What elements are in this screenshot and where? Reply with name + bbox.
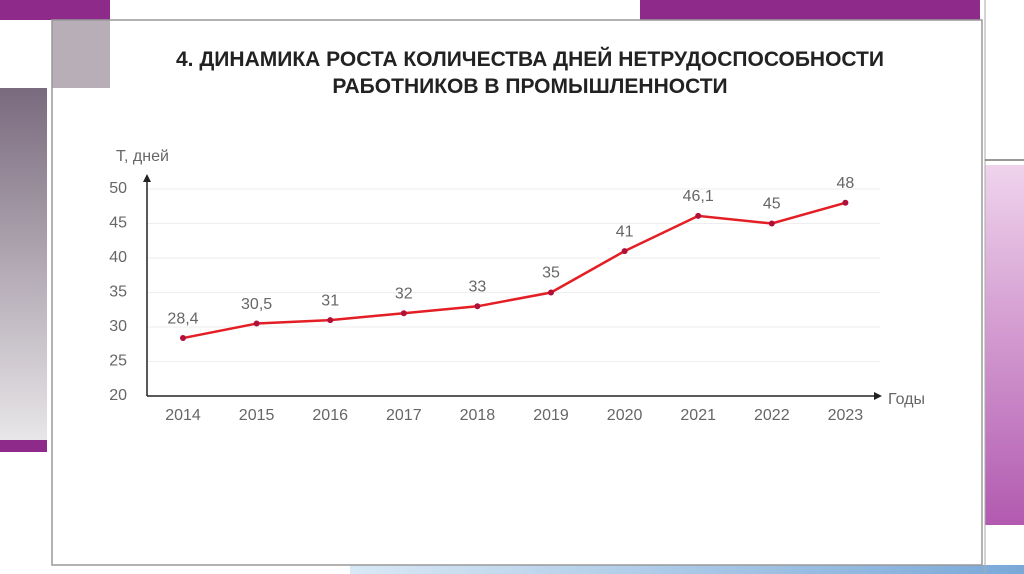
point	[842, 199, 849, 206]
frame	[51, 19, 983, 566]
y-tick-label: 35	[109, 284, 127, 301]
chart-title: 4. ДИНАМИКА РОСТА КОЛИЧЕСТВА ДНЕЙ НЕТРУД…	[176, 48, 884, 98]
x-tick-label: 2020	[607, 407, 643, 424]
x-tick-label: 2017	[386, 407, 422, 424]
x-axis-label: Годы	[888, 391, 925, 408]
x-tick-label: 2015	[239, 407, 275, 424]
point	[548, 289, 554, 296]
y-tick-label: 45	[109, 215, 127, 232]
point	[621, 248, 628, 255]
x-tick-label: 2022	[754, 407, 790, 424]
decor	[640, 0, 980, 20]
y-tick-label: 30	[109, 318, 127, 335]
y-tick-label: 25	[109, 353, 127, 370]
value-label: 35	[542, 265, 560, 282]
x-tick-label: 2014	[165, 407, 201, 424]
value-label: 31	[321, 292, 339, 309]
value-label: 46,1	[683, 188, 714, 205]
point	[400, 310, 407, 317]
x-tick-label: 2018	[460, 407, 496, 424]
point	[768, 220, 775, 227]
line	[182, 201, 846, 340]
x-tick-label: 2016	[312, 407, 348, 424]
value-label: 28,4	[167, 310, 198, 327]
value-label: 41	[616, 223, 634, 240]
decor	[350, 565, 1024, 574]
y-axis-arrow	[143, 174, 151, 182]
x-tick-label: 2021	[680, 407, 716, 424]
y-axis-label: Т, дней	[116, 148, 169, 165]
decor	[52, 20, 110, 88]
point	[180, 335, 186, 342]
value-label: 48	[837, 175, 855, 192]
decor	[0, 0, 110, 20]
x-tick-label: 2019	[533, 407, 569, 424]
y-tick-label: 50	[109, 180, 127, 197]
value-label: 33	[469, 279, 487, 296]
point	[253, 320, 260, 327]
value-label: 30,5	[241, 296, 272, 313]
point	[695, 212, 702, 219]
decor	[0, 440, 47, 452]
x-tick-label: 2023	[828, 407, 864, 424]
y-tick-label: 40	[109, 249, 127, 266]
point	[474, 303, 481, 310]
x-axis-arrow	[874, 392, 882, 400]
value-label: 45	[763, 196, 781, 213]
y-tick-label: 20	[109, 387, 127, 404]
point	[327, 317, 334, 324]
decor	[0, 88, 47, 440]
decor	[985, 165, 1024, 525]
value-label: 32	[395, 285, 413, 302]
